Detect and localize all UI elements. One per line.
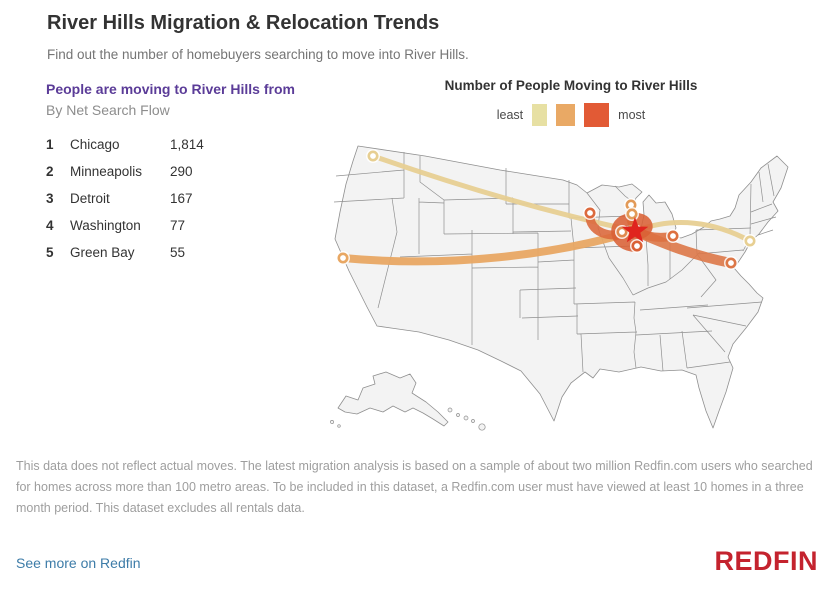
rank-number: 3 xyxy=(46,191,54,206)
legend-swatch-most xyxy=(584,103,610,127)
page-subtitle: Find out the number of homebuyers search… xyxy=(47,47,469,62)
destination-star-icon xyxy=(621,217,649,243)
see-more-link[interactable]: See more on Redfin xyxy=(16,555,141,571)
flow-value: 77 xyxy=(170,218,186,233)
flow-line-pacific-northwest xyxy=(370,153,638,234)
flow-value: 1,814 xyxy=(170,137,204,152)
map-panel: Number of People Moving to River Hills l… xyxy=(330,78,812,128)
city-name: Detroit xyxy=(70,191,110,206)
legend-swatch-least xyxy=(532,104,548,126)
rank-number: 2 xyxy=(46,164,54,179)
page-title: River Hills Migration & Relocation Trend… xyxy=(47,12,440,34)
state-boundaries xyxy=(333,152,777,373)
disclaimer-text: This data does not reflect actual moves.… xyxy=(16,459,813,515)
map-markers xyxy=(336,149,757,270)
hawaii-islands xyxy=(447,407,486,431)
marker-northern-california[interactable] xyxy=(336,251,350,265)
table-row: 5 Green Bay 55 xyxy=(46,239,326,266)
flow-value: 167 xyxy=(170,191,193,206)
ranking-table: 1 Chicago 1,814 2 Minneapolis 290 3 Detr… xyxy=(46,131,326,266)
legend-min-label: least xyxy=(496,108,524,122)
marker-northeast[interactable] xyxy=(743,234,757,248)
city-name: Washington xyxy=(70,218,141,233)
table-row: 4 Washington 77 xyxy=(46,212,326,239)
table-row: 3 Detroit 167 xyxy=(46,185,326,212)
rank-number: 1 xyxy=(46,137,54,152)
city-name: Green Bay xyxy=(70,245,135,260)
rank-number: 5 xyxy=(46,245,54,260)
flow-value: 290 xyxy=(170,164,193,179)
marker-pacific-northwest[interactable] xyxy=(366,149,380,163)
marker-minneapolis[interactable] xyxy=(583,206,597,220)
map-legend: least most xyxy=(330,102,812,128)
aleutian-island xyxy=(337,424,341,428)
marker-washington[interactable] xyxy=(724,256,738,270)
rank-number: 4 xyxy=(46,218,54,233)
ranking-panel: People are moving to River Hills from By… xyxy=(46,80,326,266)
marker-wisconsin-north[interactable] xyxy=(625,207,639,221)
ranking-subheading: By Net Search Flow xyxy=(46,102,170,118)
marker-wisconsin-west[interactable] xyxy=(615,225,629,239)
redfin-logo[interactable]: REDFIN xyxy=(714,546,818,576)
marker-chicago[interactable] xyxy=(630,239,644,253)
legend-swatch-mid xyxy=(556,104,576,126)
alaska-outline xyxy=(337,371,449,427)
map-title: Number of People Moving to River Hills xyxy=(444,78,698,93)
marker-detroit[interactable] xyxy=(666,229,680,243)
table-row: 1 Chicago 1,814 xyxy=(46,131,326,158)
legend-max-label: most xyxy=(618,108,646,122)
city-name: Chicago xyxy=(70,137,120,152)
aleutian-island xyxy=(330,420,334,424)
flow-value: 55 xyxy=(170,245,186,260)
ranking-heading: People are moving to River Hills from xyxy=(46,81,295,97)
us-flow-map[interactable] xyxy=(330,140,812,450)
table-row: 2 Minneapolis 290 xyxy=(46,158,326,185)
flow-line-northern-california xyxy=(339,227,639,266)
city-name: Minneapolis xyxy=(70,164,143,179)
